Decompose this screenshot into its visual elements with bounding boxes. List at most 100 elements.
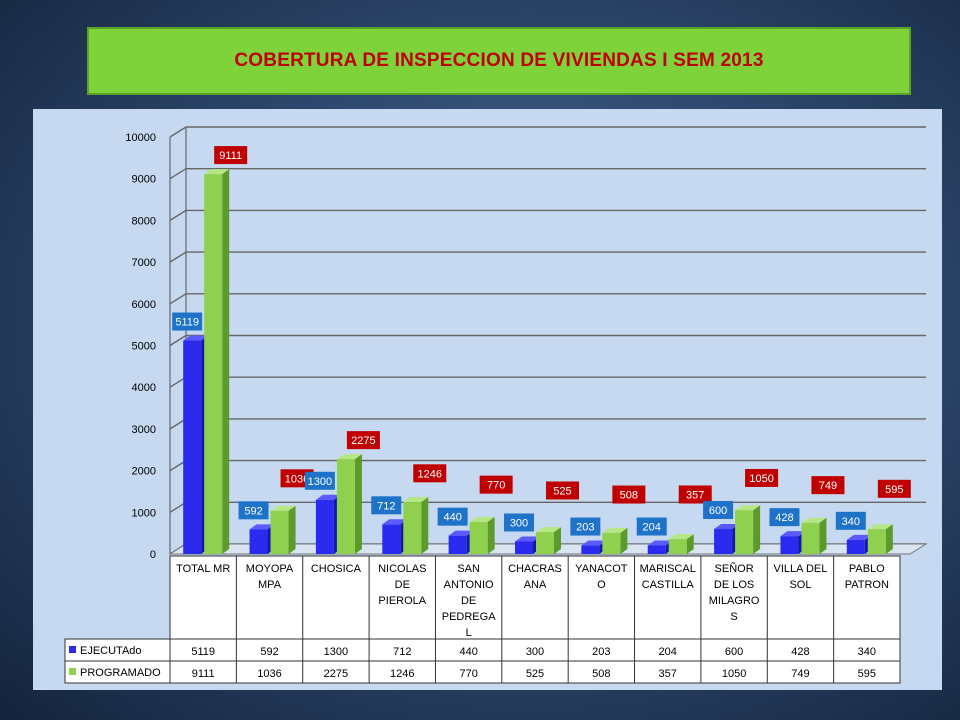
bar-programado-top xyxy=(602,527,628,533)
gridline-depth xyxy=(169,293,187,305)
data-label-box-programado xyxy=(346,431,380,450)
category-label: CASTILLA xyxy=(642,579,695,591)
data-label-box-ejecutado xyxy=(636,517,667,536)
bar-programado xyxy=(270,510,289,554)
legend-label-ejecutado: EJECUTAdo xyxy=(80,645,142,657)
bar-programado-side xyxy=(354,454,362,554)
table-cell-ejecutado: 300 xyxy=(526,646,544,658)
y-tick-label: 8000 xyxy=(132,215,156,227)
bar-programado-top xyxy=(270,505,296,511)
bar-ejecutado xyxy=(382,524,401,554)
legend-key-programado xyxy=(69,668,76,675)
table-header-row xyxy=(169,555,901,640)
gridline-depth xyxy=(169,168,187,180)
legend-label-programado: PROGRAMADO xyxy=(80,667,161,679)
bar-ejecutado xyxy=(448,535,467,554)
data-label-programado: 1246 xyxy=(418,468,442,480)
bar-programado xyxy=(536,532,554,554)
data-label-ejecutado: 440 xyxy=(443,512,461,524)
data-label-programado: 595 xyxy=(885,484,903,496)
category-label: YANACOT xyxy=(575,563,628,575)
bar-ejecutado-top xyxy=(780,531,806,537)
data-label-box-ejecutado xyxy=(437,507,468,526)
category-label: PIEROLA xyxy=(378,595,426,607)
y-tick-label: 9000 xyxy=(132,174,156,186)
bar-programado-top xyxy=(668,534,694,540)
bar-ejecutado-top xyxy=(846,534,872,540)
bar-programado-side xyxy=(487,516,495,554)
category-label: MARISCAL xyxy=(640,563,696,575)
table-cell-ejecutado: 600 xyxy=(725,646,743,658)
bar-programado xyxy=(336,459,355,554)
category-label: PEDREGA xyxy=(442,611,496,623)
data-label-box-ejecutado xyxy=(570,517,601,536)
category-label: DE xyxy=(395,579,410,591)
category-label: MILAGRO xyxy=(709,595,760,607)
bar-ejecutado xyxy=(183,340,202,554)
data-label-programado: 2275 xyxy=(351,435,375,447)
table-cell-programado: 9111 xyxy=(192,668,215,680)
data-label-box-programado xyxy=(413,464,447,483)
gridline-depth xyxy=(169,126,187,138)
category-label: SEÑOR xyxy=(715,562,754,575)
bar-programado xyxy=(801,522,820,554)
table-cell-ejecutado: 203 xyxy=(592,646,610,658)
legend-key-ejecutado xyxy=(69,646,76,653)
bar-programado-top xyxy=(536,527,561,533)
y-tick-label: 2000 xyxy=(132,466,156,478)
bar-ejecutado xyxy=(315,499,334,554)
bar-ejecutado-top xyxy=(714,523,740,529)
bar-programado-top xyxy=(735,505,761,511)
data-label-ejecutado: 340 xyxy=(842,516,860,528)
data-label-box-ejecutado xyxy=(769,508,800,527)
table-cell-ejecutado: 428 xyxy=(791,646,809,658)
table-cell-programado: 1050 xyxy=(722,668,746,680)
data-label-ejecutado: 1300 xyxy=(308,476,332,488)
data-label-box-ejecutado xyxy=(703,500,734,519)
bar-ejecutado-top xyxy=(315,494,341,500)
bar-programado-top xyxy=(469,516,495,522)
category-label: ANTONIO xyxy=(444,579,494,591)
bar-programado-side xyxy=(554,527,561,554)
bar-programado-top xyxy=(867,524,893,530)
bar-chart: 0 1000 2000 3000 4000 5000 6000 7000 8000 9000 100… xyxy=(64,126,928,684)
bar-programado-side xyxy=(421,497,429,554)
y-tick-label: 7000 xyxy=(132,257,156,269)
table-cell-ejecutado: 712 xyxy=(393,646,411,658)
bar-ejecutado-top xyxy=(647,540,673,546)
table-cell-programado: 2275 xyxy=(324,668,348,680)
table-cell-ejecutado: 440 xyxy=(459,646,477,658)
data-label-box-ejecutado xyxy=(371,496,402,515)
data-label-box-ejecutado xyxy=(172,312,203,331)
table-cell-programado: 595 xyxy=(858,668,876,680)
table-cell-programado: 1246 xyxy=(390,668,414,680)
bar-programado xyxy=(668,539,687,554)
table-cell-ejecutado: 340 xyxy=(858,646,876,658)
category-label: L xyxy=(466,627,472,639)
bar-programado-top xyxy=(403,497,429,503)
data-label-box-ejecutado xyxy=(504,513,534,532)
category-label: SOL xyxy=(789,579,811,591)
data-label-programado: 508 xyxy=(620,490,638,502)
y-tick-label: 0 xyxy=(150,549,156,561)
category-label: S xyxy=(730,611,737,623)
y-tick-label: 10000 xyxy=(125,132,156,144)
data-label-box-ejecutado xyxy=(835,511,866,530)
data-label-box-programado xyxy=(811,476,845,495)
gridline-depth xyxy=(169,251,187,263)
data-label-programado: 749 xyxy=(819,480,837,492)
data-label-ejecutado: 204 xyxy=(643,521,661,533)
bar-programado-top xyxy=(204,169,230,175)
table-cell-programado: 770 xyxy=(459,668,477,680)
category-label: NICOLAS xyxy=(378,563,426,575)
table-cell-ejecutado: 592 xyxy=(260,646,278,658)
bar-ejecutado-top xyxy=(448,530,474,536)
y-tick-label: 4000 xyxy=(132,382,156,394)
bar-ejecutado xyxy=(714,528,733,554)
category-label: DE LOS xyxy=(714,579,754,591)
bar-programado-side xyxy=(819,517,827,554)
y-tick-label: 5000 xyxy=(132,341,156,353)
table-cell-ejecutado: 5119 xyxy=(191,646,215,658)
bar-programado-top xyxy=(801,517,827,523)
category-label: DE xyxy=(461,595,476,607)
